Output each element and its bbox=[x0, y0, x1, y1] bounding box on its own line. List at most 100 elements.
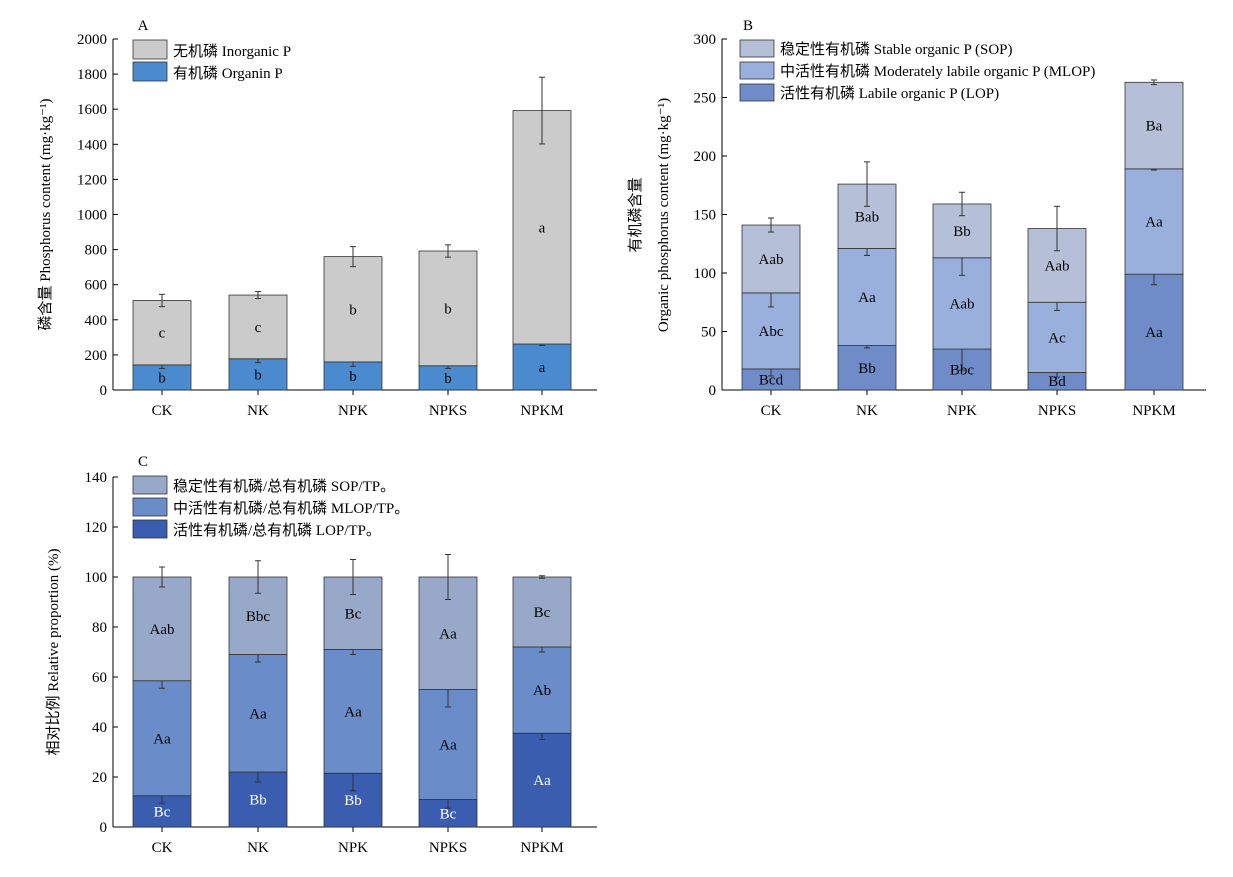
legend-swatch bbox=[739, 61, 775, 80]
x-tick-label: NPKM bbox=[520, 403, 563, 419]
significance-label: Aa bbox=[1145, 215, 1163, 231]
significance-label: Aa bbox=[858, 290, 876, 306]
y-tick-label: 1200 bbox=[77, 172, 107, 188]
y-axis-title: 相对比例 Relative proportion (%) bbox=[45, 548, 62, 755]
y-tick-label: 50 bbox=[701, 325, 716, 341]
y-tick-label: 200 bbox=[85, 348, 108, 364]
legend-label: 活性有机磷 Labile organic P (LOP) bbox=[780, 85, 999, 102]
significance-label: Aab bbox=[1045, 258, 1070, 274]
x-tick-label: NPK bbox=[947, 403, 977, 419]
bar-segment bbox=[418, 365, 478, 391]
y-tick-label: 1600 bbox=[77, 102, 107, 118]
y-tick-label: 40 bbox=[92, 720, 107, 736]
legend-label: 中活性有机磷 Moderately labile organic P (MLOP… bbox=[780, 63, 1095, 80]
y-tick-label: 60 bbox=[92, 670, 107, 686]
significance-label: Aab bbox=[759, 252, 784, 268]
bar-segment bbox=[1124, 81, 1184, 170]
y-tick-label: 1000 bbox=[77, 208, 107, 224]
legend-label: 活性有机磷/总有机磷 LOP/TP。 bbox=[173, 522, 381, 539]
significance-label: a bbox=[539, 360, 546, 376]
significance-label: b bbox=[349, 302, 357, 318]
y-tick-label: 140 bbox=[85, 470, 108, 486]
bar-segment bbox=[132, 300, 192, 366]
panel-label: C bbox=[138, 454, 148, 470]
panel-label: B bbox=[743, 18, 753, 34]
y-tick-label: 1400 bbox=[77, 137, 107, 153]
legend-swatch bbox=[132, 39, 168, 60]
significance-label: Bd bbox=[1048, 374, 1066, 390]
bar-segment bbox=[512, 732, 572, 828]
significance-label: Aa bbox=[249, 706, 267, 722]
significance-label: Bb bbox=[858, 361, 876, 377]
significance-label: Aab bbox=[150, 622, 175, 638]
y-axis-title-en: Organic phosphorus content (mg·kg⁻¹) bbox=[656, 98, 672, 332]
y-tick-label: 20 bbox=[92, 770, 107, 786]
significance-label: a bbox=[539, 220, 546, 236]
x-tick-label: NPKS bbox=[429, 403, 467, 419]
y-tick-label: 0 bbox=[100, 820, 108, 836]
y-tick-label: 0 bbox=[709, 383, 717, 399]
y-tick-label: 100 bbox=[694, 266, 717, 282]
bar-segment bbox=[132, 680, 192, 797]
legend-swatch bbox=[132, 475, 168, 495]
significance-label: b bbox=[158, 370, 166, 386]
bar-segment bbox=[228, 654, 288, 773]
y-tick-label: 300 bbox=[694, 32, 717, 48]
y-tick-label: 800 bbox=[85, 243, 108, 259]
bar-segment bbox=[323, 256, 383, 363]
bar-segment bbox=[323, 649, 383, 774]
significance-label: c bbox=[159, 326, 166, 342]
bar-segment bbox=[512, 646, 572, 734]
y-tick-label: 2000 bbox=[77, 32, 107, 48]
significance-label: Abc bbox=[759, 324, 784, 340]
legend-label: 中活性有机磷/总有机磷 MLOP/TP。 bbox=[173, 500, 409, 517]
significance-label: Bc bbox=[345, 606, 362, 622]
bar-segment bbox=[418, 250, 478, 367]
significance-label: Ab bbox=[533, 683, 551, 699]
bar-segment bbox=[1124, 273, 1184, 391]
significance-label: c bbox=[255, 320, 262, 336]
significance-label: Ba bbox=[1146, 119, 1163, 135]
panel-label: A bbox=[138, 18, 149, 34]
significance-label: Bc bbox=[534, 605, 551, 621]
y-tick-label: 250 bbox=[694, 91, 717, 107]
y-tick-label: 1800 bbox=[77, 67, 107, 83]
x-tick-label: NK bbox=[247, 403, 269, 419]
legend-label: 有机磷 Organin P bbox=[173, 65, 283, 82]
legend-swatch bbox=[739, 39, 775, 58]
y-tick-label: 600 bbox=[85, 278, 108, 294]
y-tick-label: 0 bbox=[100, 383, 108, 399]
x-tick-label: NK bbox=[247, 840, 269, 856]
significance-label: Aa bbox=[344, 704, 362, 720]
significance-label: Aab bbox=[950, 296, 975, 312]
significance-label: b bbox=[349, 369, 357, 385]
significance-label: b bbox=[444, 371, 452, 387]
significance-label: Aa bbox=[439, 738, 457, 754]
x-tick-label: NPK bbox=[338, 840, 368, 856]
significance-label: Aa bbox=[439, 626, 457, 642]
bar-segment bbox=[512, 343, 572, 391]
significance-label: b bbox=[444, 301, 452, 317]
x-tick-label: NPKM bbox=[1132, 403, 1175, 419]
legend-label: 稳定性有机磷/总有机磷 SOP/TP。 bbox=[173, 478, 395, 495]
significance-label: Aa bbox=[153, 731, 171, 747]
y-axis-title: 磷含量 Phosphorus content (mg·kg⁻¹) bbox=[37, 99, 54, 331]
legend-swatch bbox=[132, 519, 168, 539]
significance-label: Bc bbox=[154, 804, 171, 820]
x-tick-label: CK bbox=[152, 840, 173, 856]
significance-label: Aa bbox=[533, 773, 551, 789]
bar-segment bbox=[837, 345, 897, 391]
y-tick-label: 120 bbox=[85, 520, 108, 536]
significance-label: Bab bbox=[855, 209, 879, 225]
significance-label: Bcd bbox=[759, 372, 784, 388]
significance-label: Bb bbox=[249, 793, 267, 809]
legend-label: 稳定性有机磷 Stable organic P (SOP) bbox=[780, 41, 1013, 58]
panel-c-relative-proportion-chart: C 0 20 40 60 80 100 120 140 CK NK NPK NPKS NPKM 相对比例 R… bbox=[45, 454, 597, 856]
y-tick-label: 80 bbox=[92, 620, 107, 636]
significance-label: b bbox=[254, 367, 262, 383]
x-tick-label: NK bbox=[856, 403, 878, 419]
legend-swatch bbox=[739, 83, 775, 102]
x-tick-label: NPKS bbox=[1038, 403, 1076, 419]
significance-label: Ac bbox=[1048, 330, 1066, 346]
y-tick-label: 400 bbox=[85, 313, 108, 329]
